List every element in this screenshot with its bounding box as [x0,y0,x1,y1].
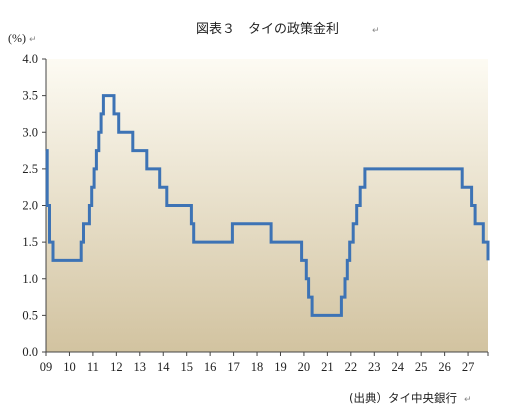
x-tick-label: 26 [438,360,451,374]
return-mark: ↵ [372,26,380,36]
x-tick-label: 21 [321,360,334,374]
y-tick-label: 3.0 [22,125,38,139]
return-mark: ↵ [29,35,37,45]
chart-title: 図表３ タイの政策金利 [196,21,339,37]
y-axis-ticks: 0.0 0.5 1.0 1.5 2.0 2.5 3.0 3.5 4.0 [22,52,46,359]
x-tick-label: 25 [415,360,428,374]
x-tick-label: 16 [204,360,217,374]
y-tick-label: 2.0 [22,199,38,213]
return-mark: ↵ [464,395,472,405]
x-tick-label: 27 [462,360,475,374]
x-tick-label: 09 [40,360,53,374]
x-tick-label: 15 [180,360,193,374]
x-tick-label: 11 [87,360,99,374]
x-tick-label: 10 [63,360,76,374]
x-tick-label: 20 [298,360,311,374]
x-tick-label: 23 [368,360,381,374]
x-tick-label: 14 [157,360,170,374]
y-tick-label: 0.0 [22,345,38,359]
y-tick-label: 2.5 [22,162,38,176]
x-tick-label: 13 [134,360,147,374]
plot-background [46,59,488,352]
source-note: (出典）タイ中央銀行 [349,391,457,405]
x-tick-label: 24 [391,360,404,374]
x-tick-label: 22 [345,360,358,374]
x-tick-label: 12 [110,360,123,374]
y-tick-label: 1.5 [22,235,38,249]
x-tick-label: 17 [227,360,240,374]
x-tick-label: 19 [274,360,287,374]
y-axis-unit-label: (%) [8,31,26,45]
y-tick-label: 0.5 [22,308,38,322]
y-tick-label: 4.0 [22,52,38,66]
y-tick-label: 3.5 [22,89,38,103]
x-tick-label: 18 [251,360,264,374]
x-axis-ticks: 09 10 11 12 13 14 15 16 17 18 19 20 21 22 23 24 25 26 27 [40,352,489,374]
y-tick-label: 1.0 [22,272,38,286]
policy-rate-line [45,94,490,317]
